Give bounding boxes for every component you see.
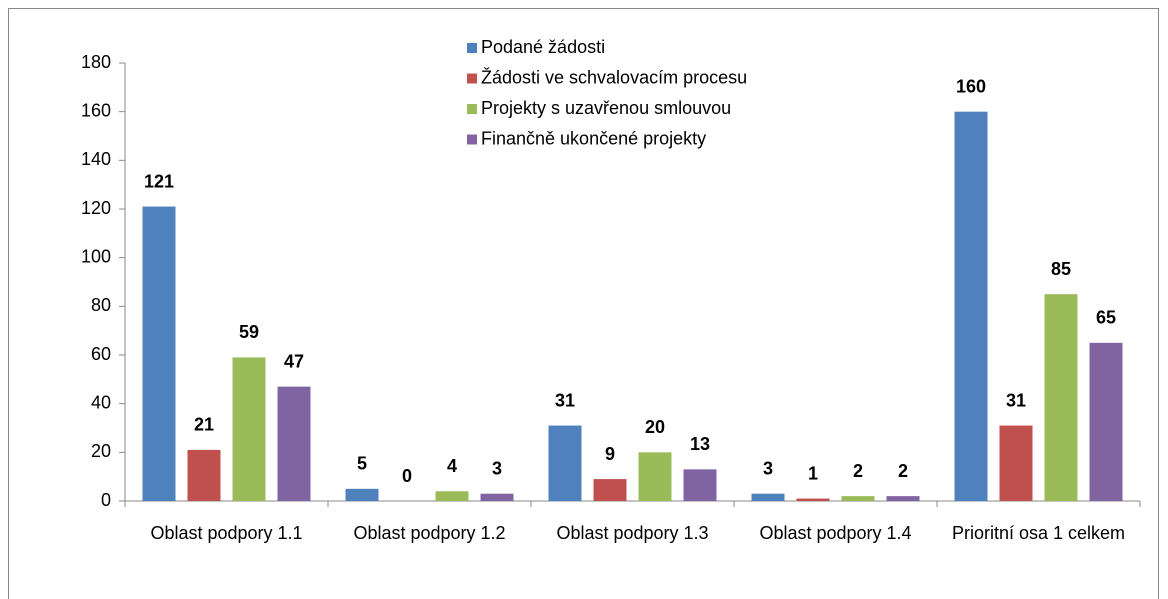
bar [954,111,988,502]
y-tick-label: 0 [101,490,111,510]
legend-swatch [467,104,477,114]
y-tick-label: 60 [91,344,111,364]
value-label: 31 [555,390,575,410]
bar [435,491,469,501]
value-label: 47 [284,351,304,371]
bar [1089,342,1123,501]
x-tick-label: Oblast podpory 1.2 [353,523,506,543]
legend-swatch [467,134,477,145]
chart-border [8,8,1159,599]
y-tick-label: 140 [81,149,111,169]
value-label: 2 [853,461,863,481]
y-tick-label: 100 [81,246,111,266]
bar [886,496,920,501]
y-tick-label: 180 [81,52,111,72]
value-label: 4 [447,456,457,476]
bar [345,488,379,501]
bar [480,493,514,501]
x-tick-label: Oblast podpory 1.1 [150,523,303,543]
legend-label: Finančně ukončené projekty [481,128,706,148]
bar [683,469,717,501]
bar [142,206,176,502]
x-tick-label: Prioritní osa 1 celkem [951,523,1126,543]
legend-swatch [467,73,477,84]
value-label: 31 [1006,390,1026,410]
value-label: 85 [1051,259,1071,279]
value-label: 1 [808,463,818,483]
y-tick-label: 120 [81,198,111,218]
bar [593,479,627,501]
bar [548,425,582,501]
bar [277,386,311,501]
value-label: 3 [492,458,502,478]
y-tick-label: 160 [81,100,111,120]
legend-swatch [467,43,477,53]
bar [751,493,785,501]
value-label: 59 [239,322,259,342]
value-label: 0 [402,466,412,486]
bar [1044,294,1078,501]
value-label: 121 [144,171,174,191]
y-tick-label: 40 [91,392,111,412]
value-label: 2 [898,461,908,481]
legend-label: Podané žádosti [481,37,605,57]
value-label: 9 [605,444,615,464]
bar [999,425,1033,501]
value-label: 13 [690,434,710,454]
bar [841,496,875,501]
value-label: 3 [763,458,773,478]
value-label: 21 [194,415,214,435]
value-label: 65 [1096,308,1116,328]
bar [232,357,266,501]
legend-label: Projekty s uzavřenou smlouvou [481,98,731,118]
value-label: 5 [357,454,367,474]
x-tick-label: Oblast podpory 1.3 [556,523,709,543]
y-tick-label: 80 [91,295,111,315]
bar [187,449,221,501]
bar [638,452,672,501]
value-label: 160 [956,76,986,96]
bar [796,498,830,501]
x-tick-label: Oblast podpory 1.4 [759,523,912,543]
legend-label: Žádosti ve schvalovacím procesu [481,67,747,87]
y-tick-label: 20 [91,441,111,461]
value-label: 20 [645,417,665,437]
